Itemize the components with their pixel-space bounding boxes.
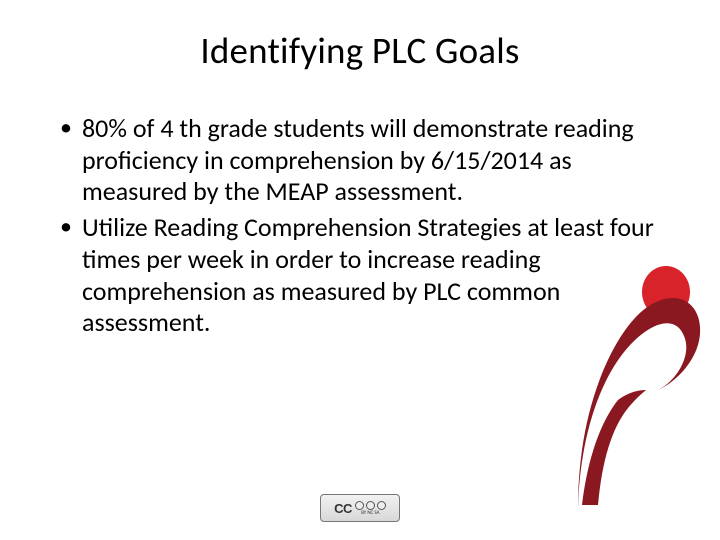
cc-icons: BY NC SA — [355, 501, 388, 516]
bullet-item: 80% of 4 th grade students will demonstr… — [70, 113, 672, 208]
slide-title: Identifying PLC Goals — [48, 28, 672, 73]
cc-nc-icon — [366, 501, 375, 510]
bullet-list: 80% of 4 th grade students will demonstr… — [48, 113, 672, 339]
bullet-item: Utilize Reading Comprehension Strategies… — [70, 212, 672, 339]
cc-label: CC — [332, 501, 352, 516]
cc-sa-icon — [377, 501, 386, 510]
slide: Identifying PLC Goals 80% of 4 th grade … — [0, 0, 720, 540]
cc-by-icon — [355, 501, 364, 510]
cc-license-badge-icon: CC BY NC SA — [320, 494, 400, 522]
cc-sub-label: BY NC SA — [361, 511, 379, 516]
